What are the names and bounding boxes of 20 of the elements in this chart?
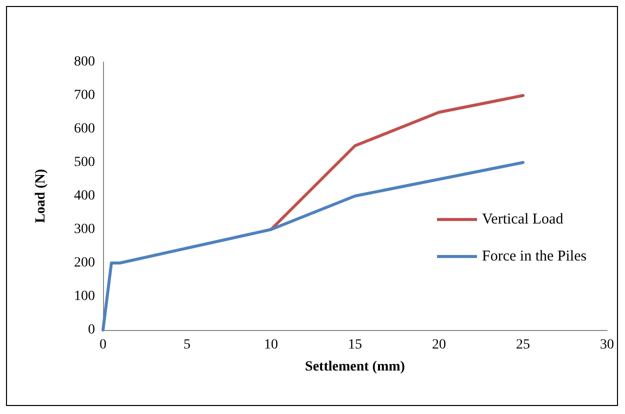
x-tick-label: 25 [516,338,530,352]
legend-label: Force in the Piles [482,248,587,264]
x-tick-label: 20 [432,338,446,352]
y-tick-label: 0 [88,322,95,338]
y-tick-label: 600 [74,122,95,136]
y-tick-label: 400 [74,188,95,204]
y-tick-label: 500 [74,155,95,170]
y-tick-label: 100 [74,289,95,304]
y-tick-label: 300 [74,222,95,237]
x-tick-label: 5 [184,338,190,352]
y-axis-title: Load (N) [34,168,48,224]
y-tick-label: 800 [74,54,95,70]
y-tick-label: 700 [74,88,95,103]
legend-label: Vertical Load [482,212,564,228]
x-tick-label: 10 [264,338,278,352]
y-tick-label: 200 [74,256,95,270]
x-tick-label: 15 [348,338,362,352]
x-tick-label: 0 [100,338,106,352]
x-axis-title: Settlement (mm) [305,360,406,374]
x-tick-label: 30 [600,338,614,352]
